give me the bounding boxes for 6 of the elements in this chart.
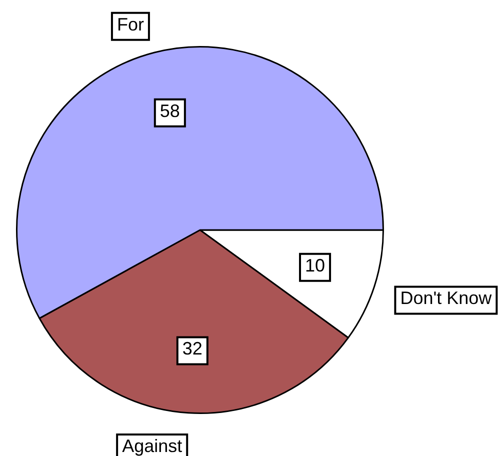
slice-label: Against (122, 436, 182, 456)
data-label: 32 (182, 338, 202, 359)
data-label: 58 (160, 100, 180, 121)
slice-label: For (116, 14, 144, 34)
data-label: 10 (305, 255, 326, 276)
slice-label: Don't Know (400, 288, 493, 308)
